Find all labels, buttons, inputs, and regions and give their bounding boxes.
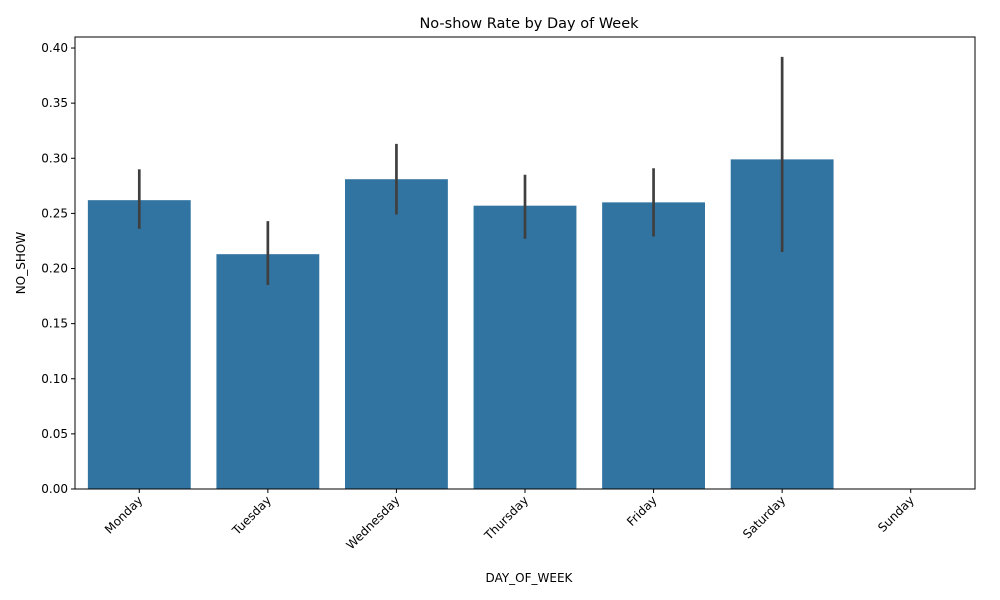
bar-monday (87, 200, 191, 489)
y-tick-label: 0.10 (41, 372, 68, 386)
bars-group (87, 159, 834, 490)
bar-thursday (473, 205, 577, 490)
chart-title: No-show Rate by Day of Week (419, 16, 639, 32)
y-tick-label: 0.00 (41, 482, 68, 496)
y-axis-ticks: 0.00 0.05 0.10 0.15 0.20 0.25 0.30 0.35 0.40 (41, 41, 75, 496)
error-bars-group (137, 56, 784, 286)
y-tick-label: 0.05 (41, 427, 68, 441)
y-tick-label: 0.20 (41, 262, 68, 276)
x-axis-label: DAY_OF_WEEK (486, 571, 574, 585)
bar-wednesday (345, 179, 448, 489)
y-tick-label: 0.35 (41, 96, 68, 110)
bar-tuesday (216, 254, 320, 489)
bar-friday (602, 202, 705, 490)
y-tick-label: 0.40 (41, 41, 68, 55)
y-tick-label: 0.30 (41, 151, 68, 165)
y-tick-label: 0.15 (41, 317, 68, 331)
y-axis-label: NO_SHOW (14, 232, 28, 295)
y-tick-label: 0.25 (41, 206, 68, 220)
